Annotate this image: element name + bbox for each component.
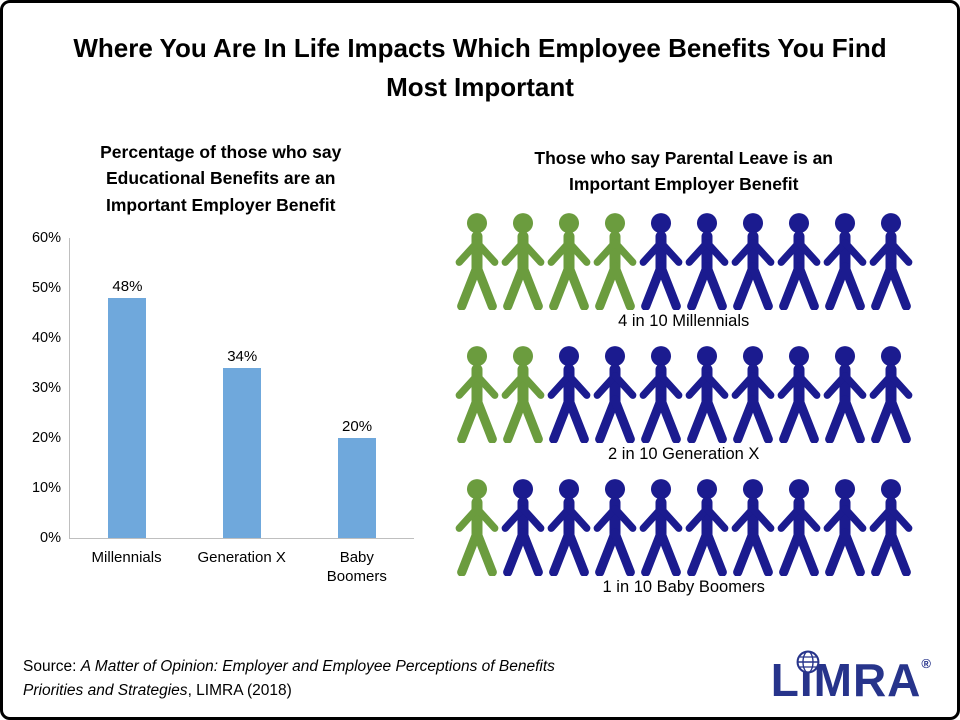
person-icon xyxy=(823,345,867,443)
person-icon xyxy=(455,345,499,443)
person-icon xyxy=(593,212,637,310)
person-icon xyxy=(455,478,499,576)
person-icon xyxy=(455,212,499,310)
y-axis: 60% 50% 40% 30% 20% 10% 0% xyxy=(21,230,69,546)
person-icon xyxy=(593,478,637,576)
y-tick-label: 60% xyxy=(31,229,61,246)
person-icon xyxy=(777,345,821,443)
y-tick-label: 20% xyxy=(31,429,61,446)
source-suffix: , LIMRA (2018) xyxy=(187,681,292,699)
pictogram-block: 2 in 10 Generation X xyxy=(426,345,941,464)
bar-value-label: 34% xyxy=(227,347,258,365)
pictogram-row-label: 2 in 10 Generation X xyxy=(608,444,760,463)
person-icon xyxy=(869,345,913,443)
y-tick-label: 0% xyxy=(40,529,61,546)
bar xyxy=(108,297,147,538)
bars: 48% 34% 20% xyxy=(70,238,414,538)
bar-column: 34% xyxy=(185,238,299,538)
source-report-title: A Matter of Opinion: Employer and Employ… xyxy=(23,657,555,699)
pictogram-block: 1 in 10 Baby Boomers xyxy=(426,478,941,597)
person-icon xyxy=(547,345,591,443)
plot-area: 48% 34% 20% xyxy=(69,237,415,539)
content: Percentage of those who say Educational … xyxy=(3,107,957,611)
person-icon xyxy=(639,478,683,576)
source-prefix: Source: xyxy=(23,657,81,675)
x-axis-labels: Millennials Generation X Baby Boomers xyxy=(69,548,414,587)
limra-wordmark: LIMRA xyxy=(770,654,922,706)
person-icon xyxy=(501,345,545,443)
person-icon xyxy=(593,345,637,443)
y-tick-label: 40% xyxy=(31,329,61,346)
person-icon xyxy=(731,478,775,576)
pictogram-row-label: 1 in 10 Baby Boomers xyxy=(602,577,765,596)
bar-column: 20% xyxy=(300,238,414,538)
person-icon xyxy=(501,478,545,576)
pictogram-block: 4 in 10 Millennials xyxy=(426,212,941,331)
globe-icon xyxy=(796,650,820,674)
source-note: Source: A Matter of Opinion: Employer an… xyxy=(23,655,613,703)
person-icon xyxy=(685,212,729,310)
person-icon xyxy=(823,212,867,310)
pictogram-row xyxy=(426,345,941,443)
x-category-label: Generation X xyxy=(197,548,286,566)
person-icon xyxy=(869,478,913,576)
y-tick-label: 10% xyxy=(31,479,61,496)
bar-chart-title: Percentage of those who say Educational … xyxy=(100,142,342,215)
bar xyxy=(223,367,262,538)
bar-chart-section: Percentage of those who say Educational … xyxy=(17,139,424,611)
person-icon xyxy=(731,212,775,310)
bar xyxy=(338,437,377,538)
pictogram-row xyxy=(426,212,941,310)
person-icon xyxy=(685,345,729,443)
pictogram-section: Those who say Parental Leave is an Impor… xyxy=(424,139,943,611)
plot-column: 48% 34% 20% Millennials Generation X Baby Bo… xyxy=(69,237,424,587)
person-icon xyxy=(869,212,913,310)
person-icon xyxy=(547,212,591,310)
person-icon xyxy=(777,212,821,310)
pictogram-rows: 4 in 10 Millennials 2 in 10 Generation X 1… xyxy=(424,212,943,597)
pictogram-title: Those who say Parental Leave is an Impor… xyxy=(534,148,833,195)
bar-value-label: 20% xyxy=(342,417,373,435)
bar-value-label: 48% xyxy=(112,277,143,295)
limra-logo: LIMRA ® xyxy=(770,650,931,706)
pictogram-row-label: 4 in 10 Millennials xyxy=(618,311,750,330)
x-category-label: Millennials xyxy=(91,548,162,566)
person-icon xyxy=(823,478,867,576)
y-tick-label: 50% xyxy=(31,279,61,296)
person-icon xyxy=(501,212,545,310)
bar-column: 48% xyxy=(71,238,185,538)
person-icon xyxy=(731,345,775,443)
slide-title: Where You Are In Life Impacts Which Empl… xyxy=(73,33,887,102)
registered-mark: ® xyxy=(921,656,931,671)
person-icon xyxy=(777,478,821,576)
bar-chart: 60% 50% 40% 30% 20% 10% 0% 48% 34% 20% Millennia… xyxy=(17,230,424,587)
limra-logo-text: LIMRA xyxy=(770,650,922,706)
person-icon xyxy=(685,478,729,576)
person-icon xyxy=(639,212,683,310)
x-category-label: Baby Boomers xyxy=(326,548,387,586)
person-icon xyxy=(547,478,591,576)
y-tick-label: 30% xyxy=(31,379,61,396)
pictogram-row xyxy=(426,478,941,576)
person-icon xyxy=(639,345,683,443)
